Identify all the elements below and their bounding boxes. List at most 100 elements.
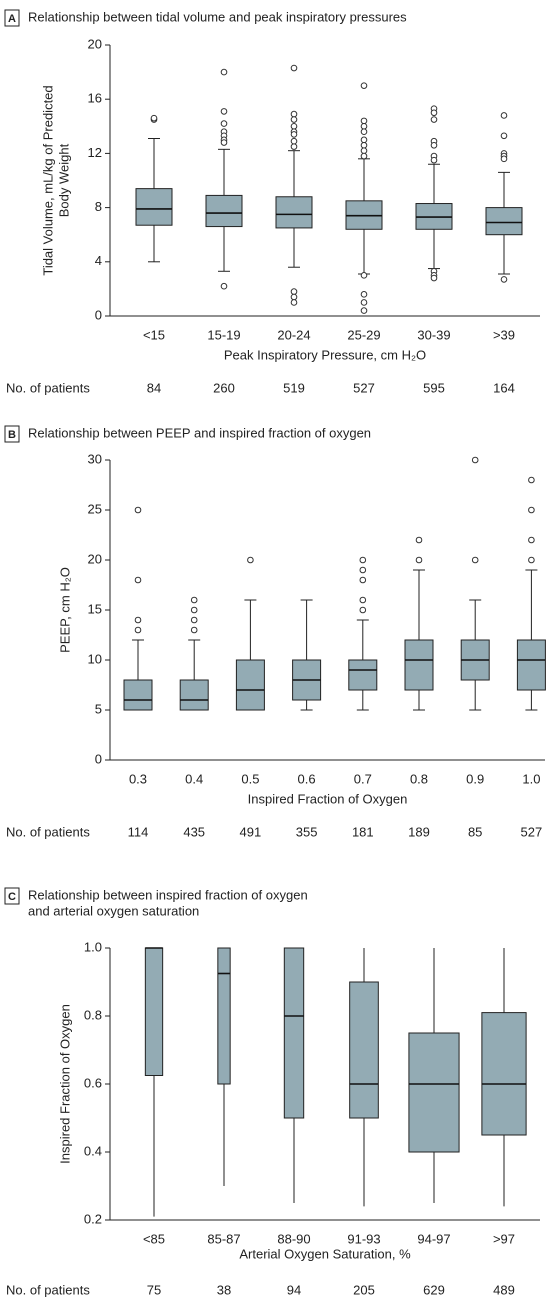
count: 519: [283, 380, 305, 395]
outlier: [360, 291, 368, 298]
outlier: [190, 606, 198, 614]
x-tick-label: 30-39: [417, 327, 450, 342]
outlier: [190, 616, 198, 624]
outlier: [415, 536, 423, 544]
outlier: [528, 506, 535, 514]
outlier: [290, 299, 298, 306]
chart-title: Relationship between PEEP and inspired f…: [28, 425, 371, 440]
y-tick-label: 0.4: [84, 1143, 102, 1158]
outlier: [359, 566, 367, 574]
chart-title: and arterial oxygen saturation: [28, 903, 199, 918]
outlier: [360, 147, 368, 154]
y-tick-label: 30: [88, 451, 102, 466]
panel-letter: A: [8, 13, 16, 25]
outlier: [359, 576, 367, 584]
outlier: [134, 576, 142, 584]
outlier: [220, 108, 228, 115]
outlier: [190, 626, 198, 634]
outlier: [134, 506, 142, 514]
outlier: [360, 141, 368, 149]
outlier: [290, 137, 298, 145]
counts-label: No. of patients: [6, 1282, 90, 1297]
count: 94: [287, 1282, 301, 1297]
x-tick-label: 1.0: [522, 771, 540, 786]
outlier: [290, 293, 298, 301]
x-axis-label: Peak Inspiratory Pressure, cm H₂O: [224, 347, 426, 362]
outlier: [290, 64, 298, 72]
outlier: [471, 456, 479, 464]
panel-letter: C: [8, 891, 16, 903]
outlier: [430, 116, 438, 123]
y-tick-label: 20: [88, 36, 102, 51]
box: [217, 947, 231, 1085]
y-tick-label: 0: [95, 751, 102, 766]
box: [408, 1032, 460, 1153]
x-tick-label: 0.8: [410, 771, 428, 786]
box: [275, 196, 313, 229]
outlier: [528, 556, 535, 564]
x-axis-label: Inspired Fraction of Oxygen: [248, 791, 408, 806]
x-tick-label: 0.9: [466, 771, 484, 786]
chart-title: Relationship between inspired fraction o…: [28, 887, 308, 902]
outlier: [290, 123, 298, 130]
outlier: [430, 141, 438, 149]
outlier: [415, 556, 423, 564]
y-tick-label: 1.0: [84, 939, 102, 954]
outlier: [500, 132, 508, 140]
panel-letter: B: [8, 429, 16, 441]
x-tick-label: >39: [493, 327, 515, 342]
y-axis-label: Inspired Fraction of Oxygen: [57, 1004, 72, 1164]
x-tick-label: <15: [143, 327, 165, 342]
outlier: [500, 112, 508, 119]
count: 85: [468, 824, 482, 839]
count: 527: [521, 824, 543, 839]
outlier: [360, 307, 368, 314]
count: 260: [213, 380, 235, 395]
outlier: [290, 131, 298, 138]
outlier: [471, 556, 479, 564]
outlier: [360, 128, 368, 136]
outlier: [360, 272, 368, 279]
x-tick-label: >97: [493, 1231, 515, 1246]
count: 595: [423, 380, 445, 395]
count: 205: [353, 1282, 375, 1297]
count: 629: [423, 1282, 445, 1297]
outlier: [359, 596, 367, 604]
y-axis-label: Tidal Volume, mL/kg of Predicted: [40, 85, 55, 275]
x-tick-label: 94-97: [417, 1231, 450, 1246]
box: [144, 947, 164, 1076]
x-axis-label: Arterial Oxygen Saturation, %: [239, 1246, 411, 1261]
outlier: [430, 109, 438, 117]
outlier: [430, 274, 438, 282]
outlier: [360, 136, 368, 144]
outlier: [360, 152, 368, 160]
box: [205, 194, 243, 228]
count: 114: [128, 824, 149, 839]
outlier: [500, 155, 508, 163]
y-tick-label: 10: [88, 651, 102, 666]
count: 489: [493, 1282, 515, 1297]
outlier: [360, 123, 368, 130]
y-tick-label: 16: [88, 91, 102, 106]
outlier: [220, 139, 228, 146]
outlier: [430, 156, 438, 164]
outlier: [359, 556, 367, 564]
count: 164: [493, 380, 515, 395]
outlier: [247, 556, 254, 564]
outlier: [360, 82, 368, 89]
counts-label: No. of patients: [6, 380, 90, 395]
outlier: [134, 616, 142, 624]
box: [516, 639, 546, 691]
x-tick-label: 20-24: [277, 327, 310, 342]
outlier: [500, 276, 508, 283]
y-tick-label: 5: [95, 701, 102, 716]
x-tick-label: 0.6: [298, 771, 316, 786]
y-tick-label: 20: [88, 551, 102, 566]
box: [481, 1012, 527, 1136]
box: [123, 679, 153, 711]
x-tick-label: 91-93: [347, 1231, 380, 1246]
panel-letter-box: [4, 425, 20, 443]
y-tick-label: 25: [88, 501, 102, 516]
x-tick-label: <85: [143, 1231, 165, 1246]
outlier: [190, 596, 198, 604]
